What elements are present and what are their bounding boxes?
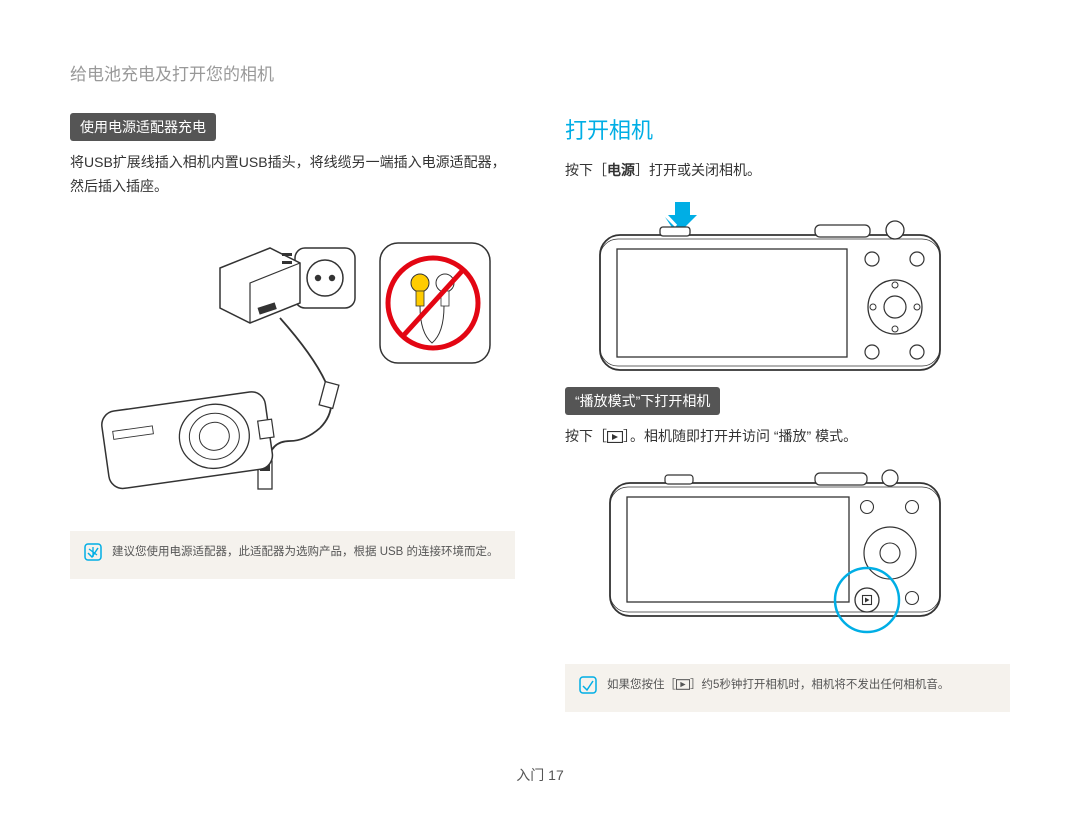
note-playback: 如果您按住［］约5秒钟打开相机时，相机将不发出任何相机音。	[565, 664, 1010, 712]
playback-instruction: 按下［］。相机随即打开并访问 “播放” 模式。	[565, 425, 1010, 451]
note-adapter: 建议您使用电源适配器，此适配器为选购产品，根据 USB 的连接环境而定。	[70, 531, 515, 579]
section-label-charging: 使用电源适配器充电	[70, 113, 216, 141]
note-text: 建议您使用电源适配器，此适配器为选购产品，根据 USB 的连接环境而定。	[112, 543, 499, 561]
note-text-2: 如果您按住［］约5秒钟打开相机时，相机将不发出任何相机音。	[607, 676, 949, 696]
play-icon	[676, 678, 690, 696]
note-icon	[579, 676, 597, 700]
section-label-playback: “播放模式”下打开相机	[565, 387, 720, 415]
breadcrumb: 给电池充电及打开您的相机	[70, 60, 1010, 85]
power-instruction: 按下［电源］打开或关闭相机。	[565, 159, 1010, 183]
play-icon	[607, 427, 623, 451]
charging-instruction: 将USB扩展线插入相机内置USB插头，将线缆另一端插入电源适配器，然后插入插座。	[70, 151, 515, 199]
camera-back-diagram-1	[565, 197, 1010, 377]
page-footer: 入门 17	[0, 765, 1080, 785]
note-icon	[84, 543, 102, 567]
charging-diagram	[70, 213, 515, 513]
section-title-power: 打开相机	[565, 113, 1010, 145]
camera-back-diagram-2	[565, 465, 1010, 650]
